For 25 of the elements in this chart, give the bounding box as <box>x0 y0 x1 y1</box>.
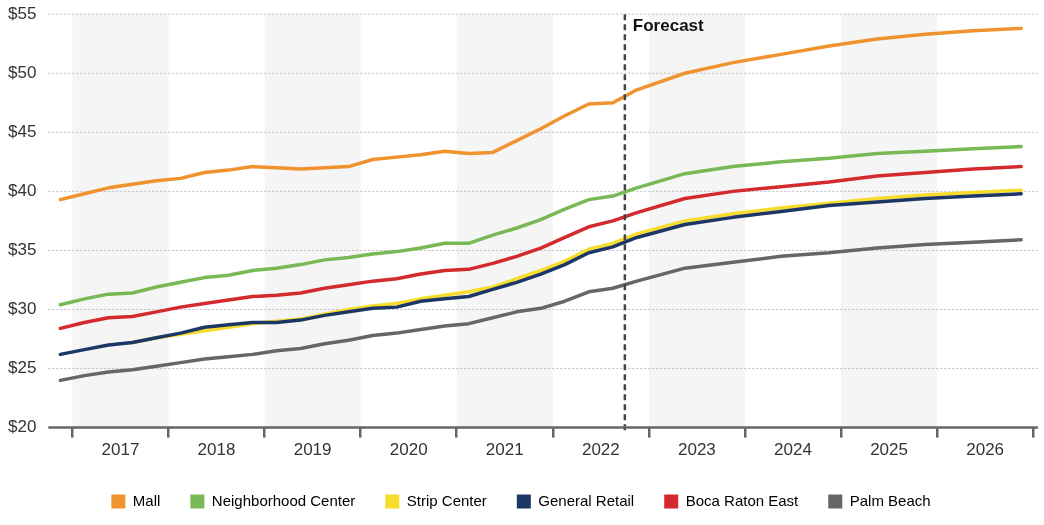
y-tick-label: $20 <box>7 417 37 437</box>
y-tick-label: $30 <box>7 299 37 319</box>
x-tick-label: 2022 <box>581 440 620 460</box>
ref-line-label: Forecast <box>632 15 705 35</box>
y-tick-label: $25 <box>7 358 37 378</box>
x-tick-label: 2019 <box>293 440 332 460</box>
legend-label: Palm Beach <box>849 491 931 509</box>
x-tick-label: 2020 <box>389 440 428 460</box>
legend-label: Neighborhood Center <box>211 491 356 509</box>
x-tick-label: 2026 <box>966 440 1005 460</box>
y-tick-label: $50 <box>7 62 37 82</box>
x-tick-label: 2017 <box>101 440 140 460</box>
y-tick-label: $45 <box>7 122 37 141</box>
x-tick-label: 2025 <box>870 440 908 460</box>
legend-label: General Retail <box>538 491 635 509</box>
y-tick-label: $40 <box>7 181 37 201</box>
y-tick-label: $35 <box>7 240 37 260</box>
legend-label: Mall <box>132 491 161 509</box>
x-tick-label: 2021 <box>485 440 524 460</box>
y-tick-label: $55 <box>7 3 37 23</box>
x-tick-label: 2023 <box>678 440 716 460</box>
legend-label: Boca Raton East <box>685 491 800 509</box>
x-tick-label: 2018 <box>197 440 236 460</box>
legend-label: Strip Center <box>406 491 487 509</box>
x-tick-label: 2024 <box>774 440 812 460</box>
